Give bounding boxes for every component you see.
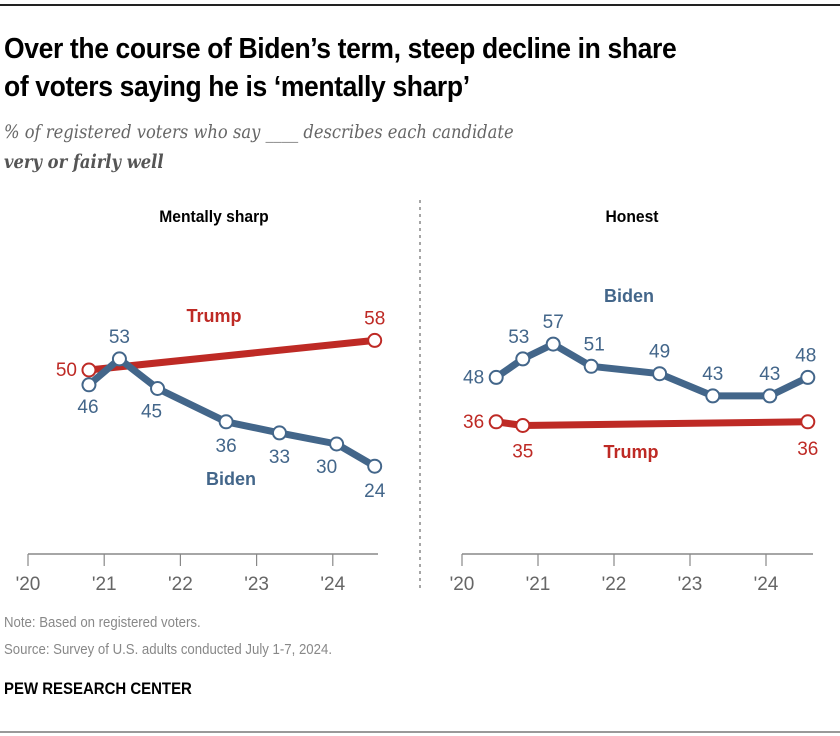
x-tick-label: '23 bbox=[678, 574, 703, 595]
data-label-trump: 35 bbox=[512, 442, 533, 463]
data-label-trump: 36 bbox=[797, 439, 818, 460]
data-point-biden bbox=[515, 351, 531, 367]
data-point-biden bbox=[329, 436, 345, 452]
panel-title: Honest bbox=[606, 207, 660, 226]
data-label-biden: 49 bbox=[649, 342, 670, 363]
series-line-trump bbox=[88, 336, 376, 374]
data-point-biden bbox=[583, 358, 599, 374]
data-point-biden bbox=[218, 414, 234, 430]
data-label-biden: 48 bbox=[795, 345, 816, 366]
data-label-biden: 24 bbox=[364, 481, 386, 502]
data-point-biden bbox=[111, 351, 127, 367]
data-point-biden bbox=[488, 369, 504, 385]
data-label-biden: 48 bbox=[463, 367, 484, 388]
data-label-biden: 53 bbox=[109, 327, 130, 348]
brand-logo-text: PEW RESEARCH CENTER bbox=[4, 679, 192, 698]
series-name-label-biden: Biden bbox=[206, 469, 256, 489]
data-point-biden bbox=[271, 425, 287, 441]
panel-title: Mentally sharp bbox=[159, 207, 268, 226]
data-label-biden: 51 bbox=[584, 334, 605, 355]
data-point-biden bbox=[545, 336, 561, 352]
series-name-label-biden: Biden bbox=[604, 286, 654, 306]
x-tick-label: '24 bbox=[320, 574, 345, 595]
panel-honest: Honest '20 '21 '22 '23 '24 48 53 57 51 49 43 43 48 Bid… bbox=[450, 207, 819, 595]
data-point-biden bbox=[762, 388, 778, 404]
top-rule bbox=[0, 4, 840, 6]
data-label-biden: 33 bbox=[269, 447, 290, 468]
chart-subtitle-bold: very or fairly well bbox=[4, 151, 164, 173]
data-label-biden: 36 bbox=[216, 436, 237, 457]
data-point-trump bbox=[515, 418, 531, 433]
data-point-trump bbox=[367, 332, 383, 348]
data-label-biden: 46 bbox=[77, 397, 98, 418]
x-tick-label: '22 bbox=[168, 574, 193, 595]
data-label-trump: 58 bbox=[364, 308, 385, 329]
bottom-rule bbox=[0, 731, 840, 733]
series-line-trump bbox=[495, 418, 808, 429]
data-point-biden bbox=[367, 458, 383, 474]
x-tick-label: '24 bbox=[754, 574, 779, 595]
data-label-trump: 36 bbox=[463, 412, 484, 433]
data-point-biden bbox=[652, 366, 668, 382]
data-label-biden: 45 bbox=[141, 402, 162, 423]
note-text: Note: Based on registered voters. bbox=[4, 614, 201, 631]
data-label-biden: 53 bbox=[508, 327, 529, 348]
data-point-biden bbox=[705, 388, 721, 404]
x-tick-label: '23 bbox=[244, 574, 269, 595]
data-point-biden bbox=[81, 377, 97, 393]
title-line-1: Over the course of Biden’s term, steep d… bbox=[4, 33, 677, 65]
x-tick-label: '22 bbox=[602, 574, 627, 595]
data-label-biden: 30 bbox=[316, 457, 337, 478]
series-name-label-trump: Trump bbox=[186, 306, 241, 326]
data-point-trump bbox=[488, 414, 504, 430]
data-label-trump: 50 bbox=[56, 360, 77, 381]
series-name-label-trump: Trump bbox=[603, 442, 658, 462]
data-point-trump bbox=[800, 414, 816, 430]
data-label-biden: 43 bbox=[702, 364, 723, 385]
panel-mentally-sharp: Mentally sharp '20 '21 '22 '23 '24 50 58 Trump 46… bbox=[16, 207, 386, 595]
chart-subtitle: % of registered voters who say ____ desc… bbox=[4, 121, 514, 143]
x-tick-label: '21 bbox=[526, 574, 551, 595]
x-tick-label: '21 bbox=[92, 574, 117, 595]
data-label-biden: 43 bbox=[759, 364, 780, 385]
data-point-biden bbox=[800, 369, 816, 385]
source-text: Source: Survey of U.S. adults conducted … bbox=[4, 641, 332, 658]
x-tick-label: '20 bbox=[16, 574, 41, 595]
data-label-biden: 57 bbox=[543, 312, 564, 333]
x-tick-label: '20 bbox=[450, 574, 475, 595]
title-line-2: of voters saying he is ‘mentally sharp’ bbox=[4, 71, 470, 103]
chart-title: Over the course of Biden’s term, steep d… bbox=[4, 30, 781, 106]
data-point-trump bbox=[81, 362, 97, 378]
data-point-biden bbox=[150, 381, 166, 396]
